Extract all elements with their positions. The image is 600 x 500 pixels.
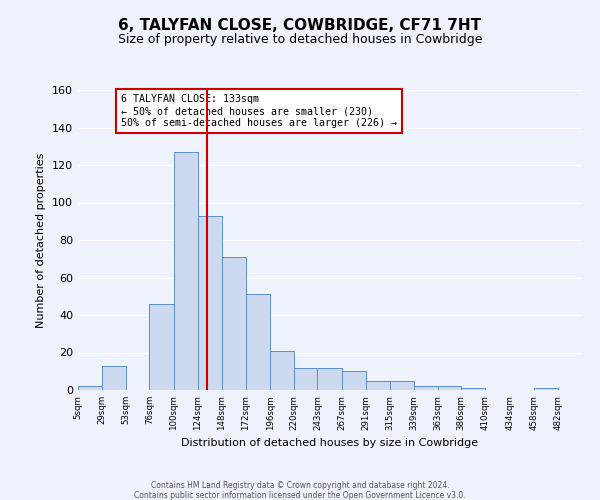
Bar (270, 350, 294, 390)
Bar (438, 386, 461, 390)
Text: Contains public sector information licensed under the Open Government Licence v3: Contains public sector information licen… (134, 491, 466, 500)
Bar (222, 257, 246, 390)
Bar (341, 371, 366, 390)
Bar (149, 304, 173, 390)
Bar (414, 386, 438, 390)
Bar (390, 380, 414, 390)
Text: Size of property relative to detached houses in Cowbridge: Size of property relative to detached ho… (118, 32, 482, 46)
Bar (294, 368, 317, 390)
Bar (317, 368, 341, 390)
Bar (173, 152, 198, 390)
X-axis label: Distribution of detached houses by size in Cowbridge: Distribution of detached houses by size … (181, 438, 479, 448)
Text: 6 TALYFAN CLOSE: 133sqm
← 50% of detached houses are smaller (230)
50% of semi-d: 6 TALYFAN CLOSE: 133sqm ← 50% of detache… (121, 94, 397, 128)
Bar (461, 388, 485, 390)
Bar (78, 386, 102, 390)
Bar (102, 366, 126, 390)
Bar (198, 216, 222, 390)
Text: 6, TALYFAN CLOSE, COWBRIDGE, CF71 7HT: 6, TALYFAN CLOSE, COWBRIDGE, CF71 7HT (118, 18, 482, 32)
Bar (246, 294, 270, 390)
Y-axis label: Number of detached properties: Number of detached properties (37, 152, 46, 328)
Bar (534, 388, 558, 390)
Text: Contains HM Land Registry data © Crown copyright and database right 2024.: Contains HM Land Registry data © Crown c… (151, 481, 449, 490)
Bar (366, 380, 390, 390)
